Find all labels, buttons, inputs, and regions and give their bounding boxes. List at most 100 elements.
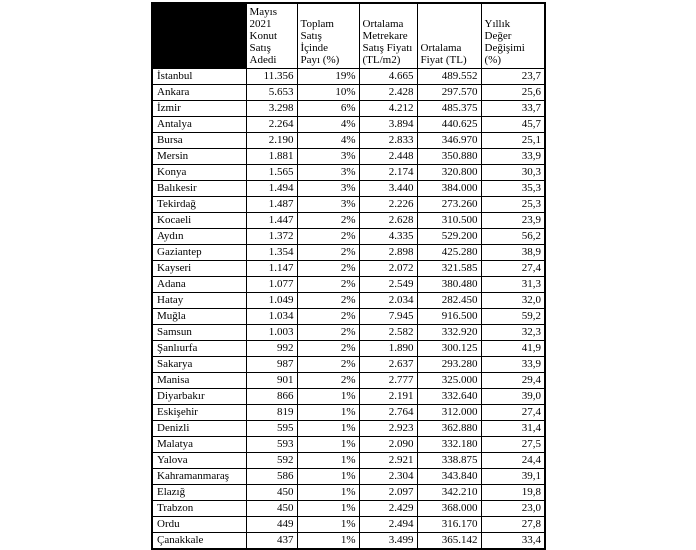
share-cell: 2%	[296, 212, 360, 229]
yearly-change-cell: 33,9	[480, 356, 546, 373]
sales-count-cell: 819	[245, 404, 298, 421]
avg-price-cell: 293.280	[416, 356, 482, 373]
table-row: Sakarya 987 2% 2.637 293.280 33,9	[151, 356, 546, 373]
table-row: Yalova 592 1% 2.921 338.875 24,4	[151, 452, 546, 469]
share-cell: 6%	[296, 100, 360, 117]
price-per-m2-cell: 2.923	[358, 420, 418, 437]
yearly-change-cell: 56,2	[480, 228, 546, 245]
avg-price-cell: 273.260	[416, 196, 482, 213]
table-row: Aydın 1.372 2% 4.335 529.200 56,2	[151, 228, 546, 245]
city-cell: Ordu	[151, 516, 247, 533]
sales-count-cell: 11.356	[245, 68, 298, 85]
table-row: Mersin 1.881 3% 2.448 350.880 33,9	[151, 148, 546, 165]
price-per-m2-cell: 2.428	[358, 84, 418, 101]
yearly-change-cell: 25,1	[480, 132, 546, 149]
sales-count-cell: 449	[245, 516, 298, 533]
table-row: Çanakkale 437 1% 3.499 365.142 33,4	[151, 532, 546, 549]
sales-count-cell: 5.653	[245, 84, 298, 101]
table-row: Kahramanmaraş 586 1% 2.304 343.840 39,1	[151, 468, 546, 485]
sales-count-cell: 1.034	[245, 308, 298, 325]
price-per-m2-cell: 2.833	[358, 132, 418, 149]
yearly-change-cell: 24,4	[480, 452, 546, 469]
price-per-m2-cell: 2.090	[358, 436, 418, 453]
avg-price-cell: 310.500	[416, 212, 482, 229]
price-per-m2-cell: 3.894	[358, 116, 418, 133]
table-corner-cell	[151, 2, 247, 69]
price-per-m2-cell: 2.034	[358, 292, 418, 309]
avg-price-cell: 365.142	[416, 532, 482, 549]
yearly-change-cell: 33,7	[480, 100, 546, 117]
price-per-m2-cell: 4.665	[358, 68, 418, 85]
avg-price-cell: 332.640	[416, 388, 482, 405]
table-row: Elazığ 450 1% 2.097 342.210 19,8	[151, 484, 546, 501]
share-cell: 1%	[296, 420, 360, 437]
city-cell: Şanlıurfa	[151, 340, 247, 357]
city-cell: Konya	[151, 164, 247, 181]
avg-price-cell: 320.800	[416, 164, 482, 181]
yearly-change-cell: 30,3	[480, 164, 546, 181]
share-cell: 3%	[296, 148, 360, 165]
sales-count-cell: 1.354	[245, 244, 298, 261]
share-cell: 1%	[296, 468, 360, 485]
table-row: Diyarbakır 866 1% 2.191 332.640 39,0	[151, 388, 546, 405]
avg-price-cell: 350.880	[416, 148, 482, 165]
share-cell: 1%	[296, 436, 360, 453]
share-cell: 2%	[296, 292, 360, 309]
avg-price-cell: 916.500	[416, 308, 482, 325]
yearly-change-cell: 23,7	[480, 68, 546, 85]
sales-count-cell: 1.003	[245, 324, 298, 341]
share-cell: 1%	[296, 516, 360, 533]
table-row: Bursa 2.190 4% 2.833 346.970 25,1	[151, 132, 546, 149]
price-per-m2-cell: 2.549	[358, 276, 418, 293]
table-row: Balıkesir 1.494 3% 3.440 384.000 35,3	[151, 180, 546, 197]
price-per-m2-cell: 3.499	[358, 532, 418, 549]
yearly-change-cell: 23,0	[480, 500, 546, 517]
avg-price-cell: 332.920	[416, 324, 482, 341]
table-row: Ankara 5.653 10% 2.428 297.570 25,6	[151, 84, 546, 101]
share-cell: 1%	[296, 484, 360, 501]
city-cell: Trabzon	[151, 500, 247, 517]
avg-price-cell: 489.552	[416, 68, 482, 85]
sales-count-cell: 592	[245, 452, 298, 469]
city-cell: Kayseri	[151, 260, 247, 277]
table-row: Manisa 901 2% 2.777 325.000 29,4	[151, 372, 546, 389]
city-cell: Yalova	[151, 452, 247, 469]
city-cell: Ankara	[151, 84, 247, 101]
table-row: İstanbul 11.356 19% 4.665 489.552 23,7	[151, 68, 546, 85]
sales-count-cell: 586	[245, 468, 298, 485]
city-cell: Kahramanmaraş	[151, 468, 247, 485]
table-row: İzmir 3.298 6% 4.212 485.375 33,7	[151, 100, 546, 117]
price-per-m2-cell: 2.582	[358, 324, 418, 341]
avg-price-cell: 312.000	[416, 404, 482, 421]
city-cell: Kocaeli	[151, 212, 247, 229]
city-cell: Elazığ	[151, 484, 247, 501]
sales-count-cell: 1.077	[245, 276, 298, 293]
yearly-change-cell: 38,9	[480, 244, 546, 261]
sales-count-cell: 2.264	[245, 116, 298, 133]
city-cell: Manisa	[151, 372, 247, 389]
sales-count-cell: 450	[245, 500, 298, 517]
avg-price-cell: 346.970	[416, 132, 482, 149]
avg-price-cell: 338.875	[416, 452, 482, 469]
avg-price-cell: 440.625	[416, 116, 482, 133]
sales-count-cell: 1.372	[245, 228, 298, 245]
city-cell: Mersin	[151, 148, 247, 165]
yearly-change-cell: 32,3	[480, 324, 546, 341]
price-per-m2-cell: 1.890	[358, 340, 418, 357]
table-row: Gaziantep 1.354 2% 2.898 425.280 38,9	[151, 244, 546, 261]
price-per-m2-cell: 2.448	[358, 148, 418, 165]
city-cell: Muğla	[151, 308, 247, 325]
yearly-change-cell: 25,3	[480, 196, 546, 213]
col-header-share: Toplam Satış İçinde Payı (%)	[296, 2, 360, 69]
sales-count-cell: 901	[245, 372, 298, 389]
yearly-change-cell: 41,9	[480, 340, 546, 357]
city-cell: İstanbul	[151, 68, 247, 85]
city-cell: Diyarbakır	[151, 388, 247, 405]
yearly-change-cell: 29,4	[480, 372, 546, 389]
yearly-change-cell: 39,1	[480, 468, 546, 485]
yearly-change-cell: 35,3	[480, 180, 546, 197]
sales-count-cell: 595	[245, 420, 298, 437]
yearly-change-cell: 27,8	[480, 516, 546, 533]
avg-price-cell: 425.280	[416, 244, 482, 261]
share-cell: 2%	[296, 276, 360, 293]
